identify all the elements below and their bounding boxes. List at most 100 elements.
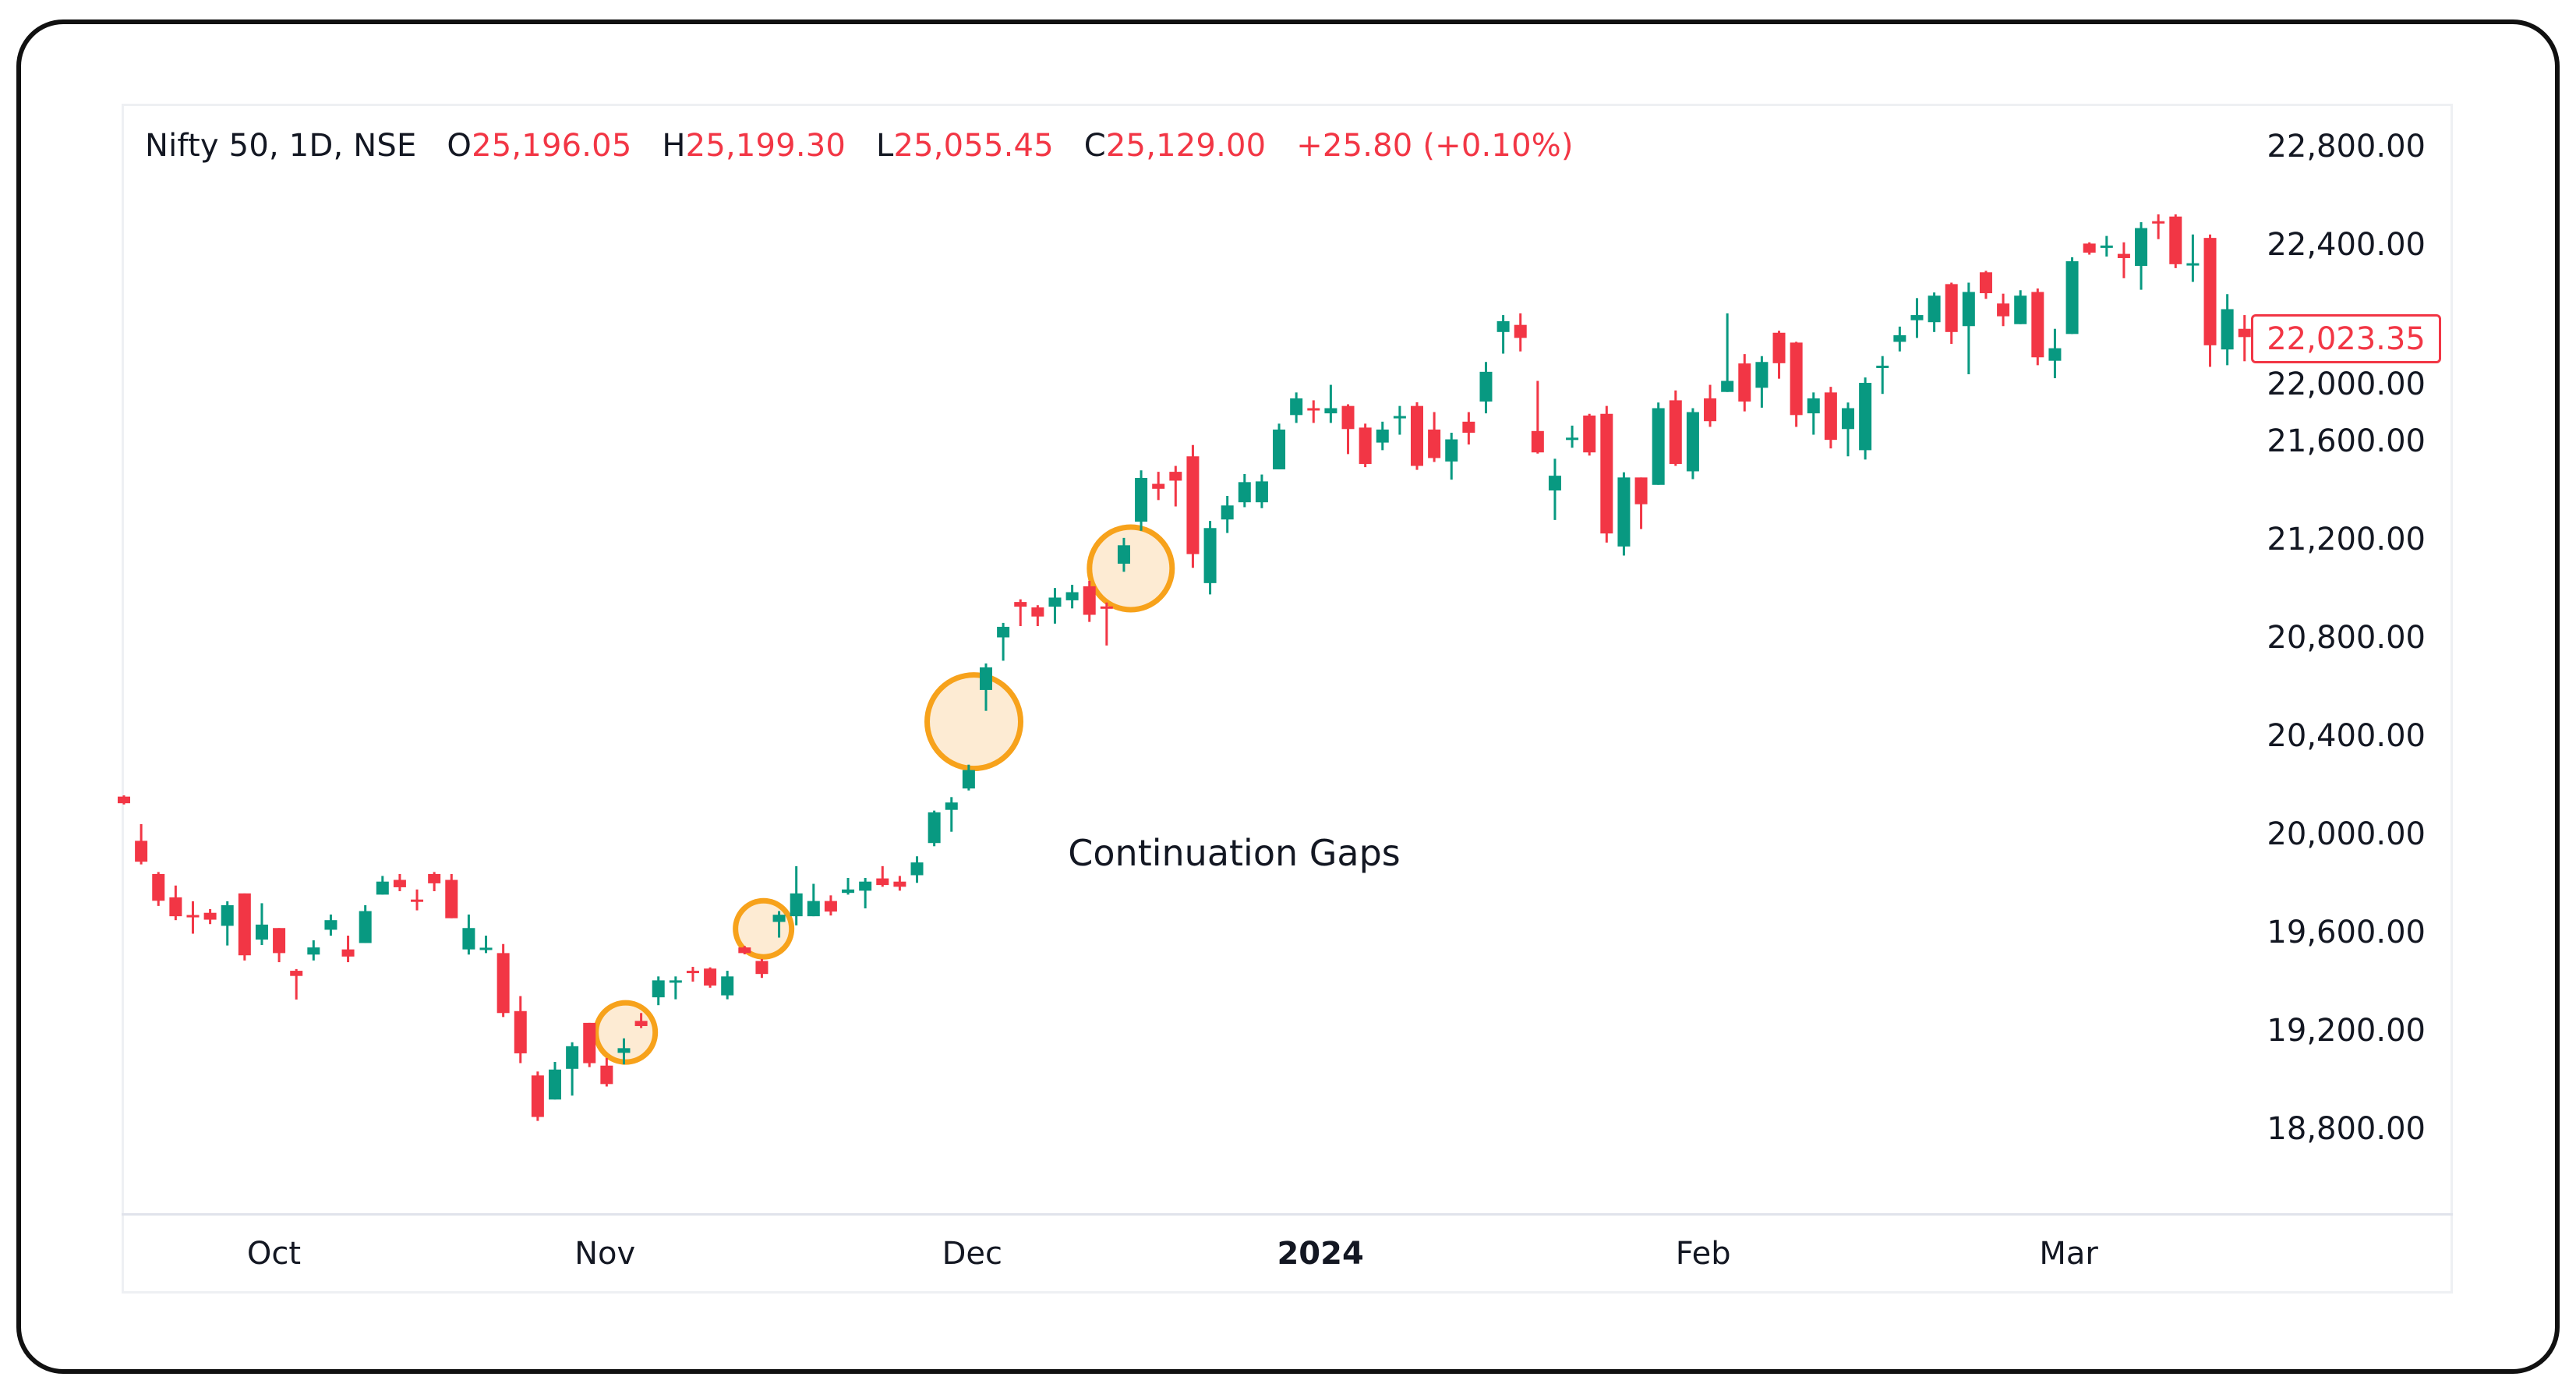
candle-up <box>617 1038 631 1065</box>
candle-up <box>1255 474 1268 508</box>
candle-down <box>1514 313 1527 352</box>
candle-body <box>893 881 906 887</box>
candle-body <box>1979 272 1992 294</box>
candle-up <box>842 877 855 895</box>
candle-body <box>2048 348 2062 361</box>
candle-down <box>1945 282 1958 344</box>
candle-body <box>186 915 200 918</box>
candle-body <box>1359 427 1372 465</box>
candle-up <box>2048 328 2062 379</box>
candle-body <box>566 1046 579 1069</box>
candle-up <box>1238 473 1251 508</box>
candle-body <box>393 880 406 887</box>
price-tick-label: 18,800.00 <box>2267 1111 2426 1147</box>
candle-down <box>704 967 717 988</box>
candle-up <box>1652 402 1665 485</box>
candle-body <box>1910 315 1924 320</box>
candle-body <box>1135 477 1148 522</box>
price-tick-label: 21,200.00 <box>2267 521 2426 557</box>
candle-up <box>359 904 372 943</box>
candle-body <box>496 953 510 1014</box>
candle-body <box>428 873 441 883</box>
candle-down <box>1186 444 1200 568</box>
candle-up <box>1135 470 1148 531</box>
candle-up <box>255 903 268 945</box>
candle-body <box>411 899 424 902</box>
candle-body <box>341 949 355 957</box>
candle-down <box>1359 423 1372 468</box>
candle-body <box>1341 405 1355 430</box>
candle-up <box>1962 282 1975 375</box>
symbol-label[interactable]: Nifty 50, 1D, NSE <box>145 128 417 164</box>
candle-body <box>2186 263 2200 266</box>
price-tick-label: 21,600.00 <box>2267 423 2426 459</box>
candle-down <box>203 908 217 925</box>
candle-down <box>2117 242 2130 278</box>
price-tick-label: 19,200.00 <box>2267 1012 2426 1049</box>
candle-body <box>2169 216 2182 264</box>
candle-body <box>1273 429 1286 469</box>
annotation-label: Continuation Gaps <box>1068 832 1401 875</box>
candle-body <box>910 862 924 876</box>
candle-body <box>135 841 148 862</box>
candle-down <box>2083 242 2096 255</box>
candle-up <box>980 663 992 711</box>
candle-body <box>2031 292 2044 358</box>
candle-up <box>376 876 389 895</box>
candle-body <box>1083 586 1096 615</box>
candle-body <box>1686 412 1699 472</box>
candle-down <box>893 876 906 891</box>
candle-body <box>738 947 751 954</box>
candle-down <box>2238 315 2251 362</box>
candle-body <box>1255 481 1268 503</box>
candle-up <box>1566 425 1579 448</box>
candle-down <box>1341 404 1355 455</box>
time-tick-label: Nov <box>574 1236 636 1272</box>
candle-body <box>1669 400 1682 465</box>
candle-up <box>307 940 320 961</box>
candle-body <box>1652 408 1665 485</box>
candle-body <box>1221 505 1234 520</box>
candle-up <box>652 976 665 1006</box>
candle-body <box>1583 415 1596 453</box>
candle-body <box>2135 228 2148 267</box>
last-price-label: 22,023.35 <box>2251 314 2441 363</box>
gap-highlight-circle <box>924 672 1024 772</box>
candle-down <box>583 1022 596 1067</box>
candle-up <box>910 856 924 883</box>
candle-body <box>1738 363 1751 402</box>
candle-down <box>1824 387 1837 449</box>
candle-body <box>652 980 665 998</box>
price-tick-label: 20,400.00 <box>2267 717 2426 754</box>
candle-up <box>1324 384 1337 423</box>
candle-body <box>1617 477 1631 547</box>
candle-up <box>1290 392 1303 423</box>
candle-up <box>1928 292 1941 332</box>
candle-down <box>1634 477 1648 529</box>
candle-down <box>290 968 303 1000</box>
gap-highlight-circle <box>593 1000 659 1065</box>
candle-body <box>1479 371 1493 402</box>
candle-down <box>1031 605 1044 626</box>
candle-up <box>324 914 337 936</box>
candle-body <box>2014 296 2027 324</box>
candle-body <box>842 889 855 894</box>
candle-body <box>1376 429 1389 443</box>
candle-down <box>2169 214 2182 268</box>
candle-body <box>583 1022 596 1064</box>
candle-up <box>1065 585 1079 609</box>
candle-body <box>1962 292 1975 327</box>
candle-down <box>634 1013 648 1028</box>
time-tick-label: Mar <box>2039 1236 2098 1272</box>
candle-down <box>2203 234 2217 367</box>
candle-body <box>1928 296 1941 323</box>
candle-up <box>2014 290 2027 324</box>
candle-body <box>1997 303 2010 317</box>
candle-body <box>1548 476 1561 491</box>
candle-down <box>186 901 200 934</box>
candle-body <box>255 924 268 940</box>
candle-up <box>1548 458 1561 520</box>
candle-body <box>1634 477 1648 504</box>
candle-body <box>617 1048 631 1053</box>
